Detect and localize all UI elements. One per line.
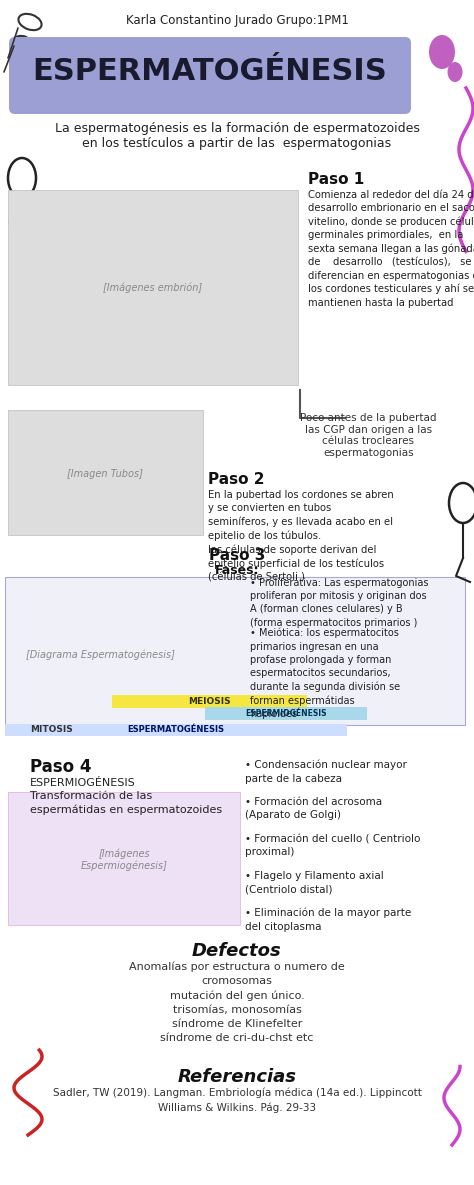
Text: Karla Constantino Jurado Grupo:1PM1: Karla Constantino Jurado Grupo:1PM1 [126,14,348,27]
Text: • Eliminación de la mayor parte
del citoplasma: • Eliminación de la mayor parte del cito… [245,908,411,931]
Text: Paso 2: Paso 2 [208,472,264,487]
Text: En la pubertad los cordones se abren
y se convierten en tubos
seminíferos, y es : En la pubertad los cordones se abren y s… [208,491,394,582]
Text: Paso 3: Paso 3 [209,547,265,563]
FancyBboxPatch shape [8,190,298,385]
Ellipse shape [447,62,463,82]
Text: • Formación del acrosoma
(Aparato de Golgi): • Formación del acrosoma (Aparato de Gol… [245,798,382,820]
Text: Referencias: Referencias [177,1068,297,1085]
Text: La espermatogénesis es la formación de espermatozoides
en los testículos a parti: La espermatogénesis es la formación de e… [55,122,419,150]
Text: [Imágenes
Espermiogénesis]: [Imágenes Espermiogénesis] [81,848,167,871]
Text: [Diagrama Espermatogénesis]: [Diagrama Espermatogénesis] [26,649,174,660]
Text: [Imágenes embrión]: [Imágenes embrión] [103,283,202,293]
FancyBboxPatch shape [205,707,367,720]
Ellipse shape [429,36,455,69]
Text: • Formación del cuello ( Centriolo
proximal): • Formación del cuello ( Centriolo proxi… [245,834,420,857]
FancyBboxPatch shape [9,37,411,114]
FancyBboxPatch shape [8,410,203,534]
Text: Anomalías por estructura o numero de
cromosomas
mutación del gen único.
trisomía: Anomalías por estructura o numero de cro… [129,962,345,1043]
Text: Paso 1: Paso 1 [308,172,364,187]
FancyBboxPatch shape [112,694,307,707]
Text: • Meiótica: los espermatocitos
primarios ingresan en una
profase prolongada y fo: • Meiótica: los espermatocitos primarios… [250,628,400,719]
Text: Poco antes de la pubertad
las CGP dan origen a las
células trocleares
espermatog: Poco antes de la pubertad las CGP dan or… [300,414,437,457]
Text: ESPERMIOGÉNESIS
Transformación de las
espermátidas en espermatozoides: ESPERMIOGÉNESIS Transformación de las es… [30,779,222,815]
Text: • Proliferativa: Las espermatogonias
proliferan por mitosis y originan dos
A (fo: • Proliferativa: Las espermatogonias pro… [250,578,428,628]
Text: MEIOSIS: MEIOSIS [188,698,230,706]
Text: • Flagelo y Filamento axial
(Centriolo distal): • Flagelo y Filamento axial (Centriolo d… [245,871,384,895]
Text: MITOSIS: MITOSIS [31,725,73,735]
Text: • Condensación nuclear mayor
parte de la cabeza: • Condensación nuclear mayor parte de la… [245,760,407,783]
Text: Fases:: Fases: [215,564,259,577]
Text: Sadler, TW (2019). Langman. Embriología médica (14a ed.). Lippincott
Williams & : Sadler, TW (2019). Langman. Embriología … [53,1088,421,1113]
Text: Paso 4: Paso 4 [30,758,91,776]
FancyBboxPatch shape [5,724,347,736]
Text: ESPERMIOGÉNESIS: ESPERMIOGÉNESIS [245,710,327,718]
Text: ESPERMATOGÉNESIS: ESPERMATOGÉNESIS [128,725,225,735]
Text: [Imagen Tubos]: [Imagen Tubos] [67,469,143,479]
FancyBboxPatch shape [8,792,240,925]
Text: Comienza al rededor del día 24 del
desarrollo embrionario en el saco
vitelino, d: Comienza al rededor del día 24 del desar… [308,190,474,308]
Text: Defectos: Defectos [192,942,282,960]
Text: ESPERMATOGÉNESIS: ESPERMATOGÉNESIS [33,58,387,87]
FancyBboxPatch shape [5,577,465,725]
